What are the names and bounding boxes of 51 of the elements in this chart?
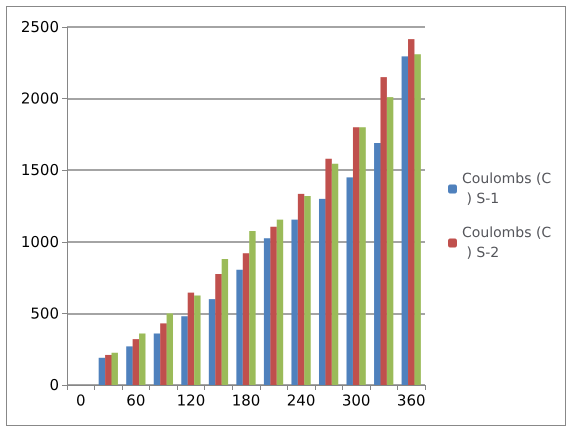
legend-label: Coulombs (C ) S-1	[462, 171, 552, 207]
bar	[160, 323, 167, 385]
bar	[346, 177, 353, 385]
bar	[318, 198, 326, 385]
x-tick-label: 360	[396, 392, 426, 410]
x-tick-label: 60	[126, 392, 146, 410]
bar	[181, 316, 188, 385]
bar	[105, 354, 112, 385]
x-tick-label: 240	[286, 392, 316, 410]
x-tick-label: 180	[232, 392, 260, 410]
bar	[291, 220, 298, 385]
bar	[298, 194, 304, 385]
bar	[154, 333, 160, 385]
bar	[236, 270, 243, 385]
bar	[188, 292, 194, 385]
legend-label: Coulombs (C ) S-2	[462, 225, 552, 261]
bar	[194, 296, 201, 385]
bar	[242, 253, 250, 385]
bar	[359, 127, 366, 385]
bar	[166, 313, 174, 385]
bar	[264, 238, 270, 385]
x-tick-label: 0	[76, 392, 86, 410]
y-tick-label: 2500	[20, 18, 59, 36]
bar	[112, 352, 118, 385]
bar	[325, 158, 332, 385]
x-tick-label: 300	[342, 392, 370, 410]
bar	[374, 142, 380, 385]
bar	[215, 274, 222, 385]
bar	[270, 226, 277, 385]
bar	[249, 231, 256, 385]
bar	[352, 127, 360, 385]
x-tick-label: 120	[176, 392, 206, 410]
bar	[386, 97, 394, 385]
y-tick-label: 1000	[20, 232, 59, 251]
y-tick-label: 2000	[20, 90, 59, 108]
bar	[380, 77, 387, 385]
bar	[126, 346, 133, 385]
bar	[222, 258, 228, 385]
bar	[139, 333, 146, 385]
bar	[304, 196, 311, 385]
bar	[402, 56, 408, 385]
y-tick-label: 1500	[20, 161, 59, 180]
bar	[332, 164, 338, 385]
bar	[98, 358, 106, 385]
y-tick-label: 500	[30, 304, 59, 322]
bar	[408, 39, 414, 385]
bar	[276, 220, 284, 385]
bar	[208, 299, 216, 385]
bar	[132, 339, 140, 385]
bar	[414, 54, 421, 385]
y-tick-label: 0	[49, 376, 59, 394]
